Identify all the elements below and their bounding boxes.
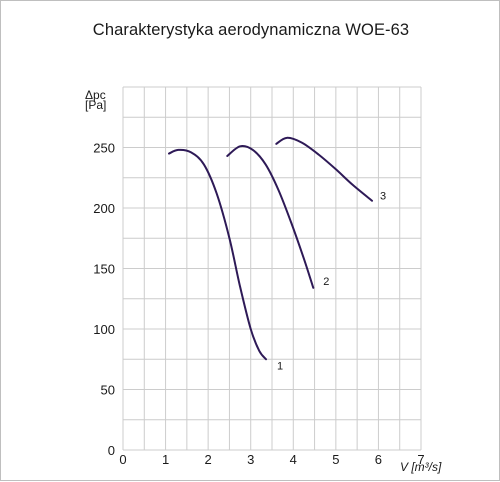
y-tick-label: 100 <box>93 322 115 337</box>
series-line-3 <box>275 136 374 202</box>
series-lines: 1 2 3 <box>167 136 386 372</box>
series-line-2 <box>226 145 315 289</box>
x-tick-label: 0 <box>119 452 126 467</box>
y-tick-label: 250 <box>93 141 115 156</box>
chart-title: Charakterystyka aerodynamiczna WOE-63 <box>92 21 410 39</box>
y-axis-label: Δpc <box>85 88 106 102</box>
x-axis-label: V [m³/s] <box>400 460 442 474</box>
series-label-2: 2 <box>323 276 329 288</box>
x-tick-label: 3 <box>247 452 254 467</box>
y-tick-label: 0 <box>108 443 115 458</box>
y-tick-label: 50 <box>101 383 115 398</box>
series-label-3: 3 <box>380 191 386 203</box>
x-tick-label: 7 <box>417 452 424 467</box>
x-tick-label: 2 <box>205 452 212 467</box>
x-tick-label: 1 <box>162 452 169 467</box>
grid <box>122 86 422 451</box>
y-tick-label: 200 <box>93 201 115 216</box>
x-tick-label: 4 <box>290 452 297 467</box>
tick-labels: 0 1 2 3 4 5 6 7 0 50 100 150 200 250 <box>93 141 424 468</box>
x-tick-label: 5 <box>332 452 339 467</box>
y-axis-unit: [Pa] <box>85 98 106 112</box>
series-label-1: 1 <box>277 360 283 372</box>
x-tick-label: 6 <box>375 452 382 467</box>
y-tick-label: 150 <box>93 262 115 277</box>
axis-labels: Δpc [Pa] V [m³/s] <box>85 88 442 474</box>
series-line-1 <box>167 148 268 361</box>
